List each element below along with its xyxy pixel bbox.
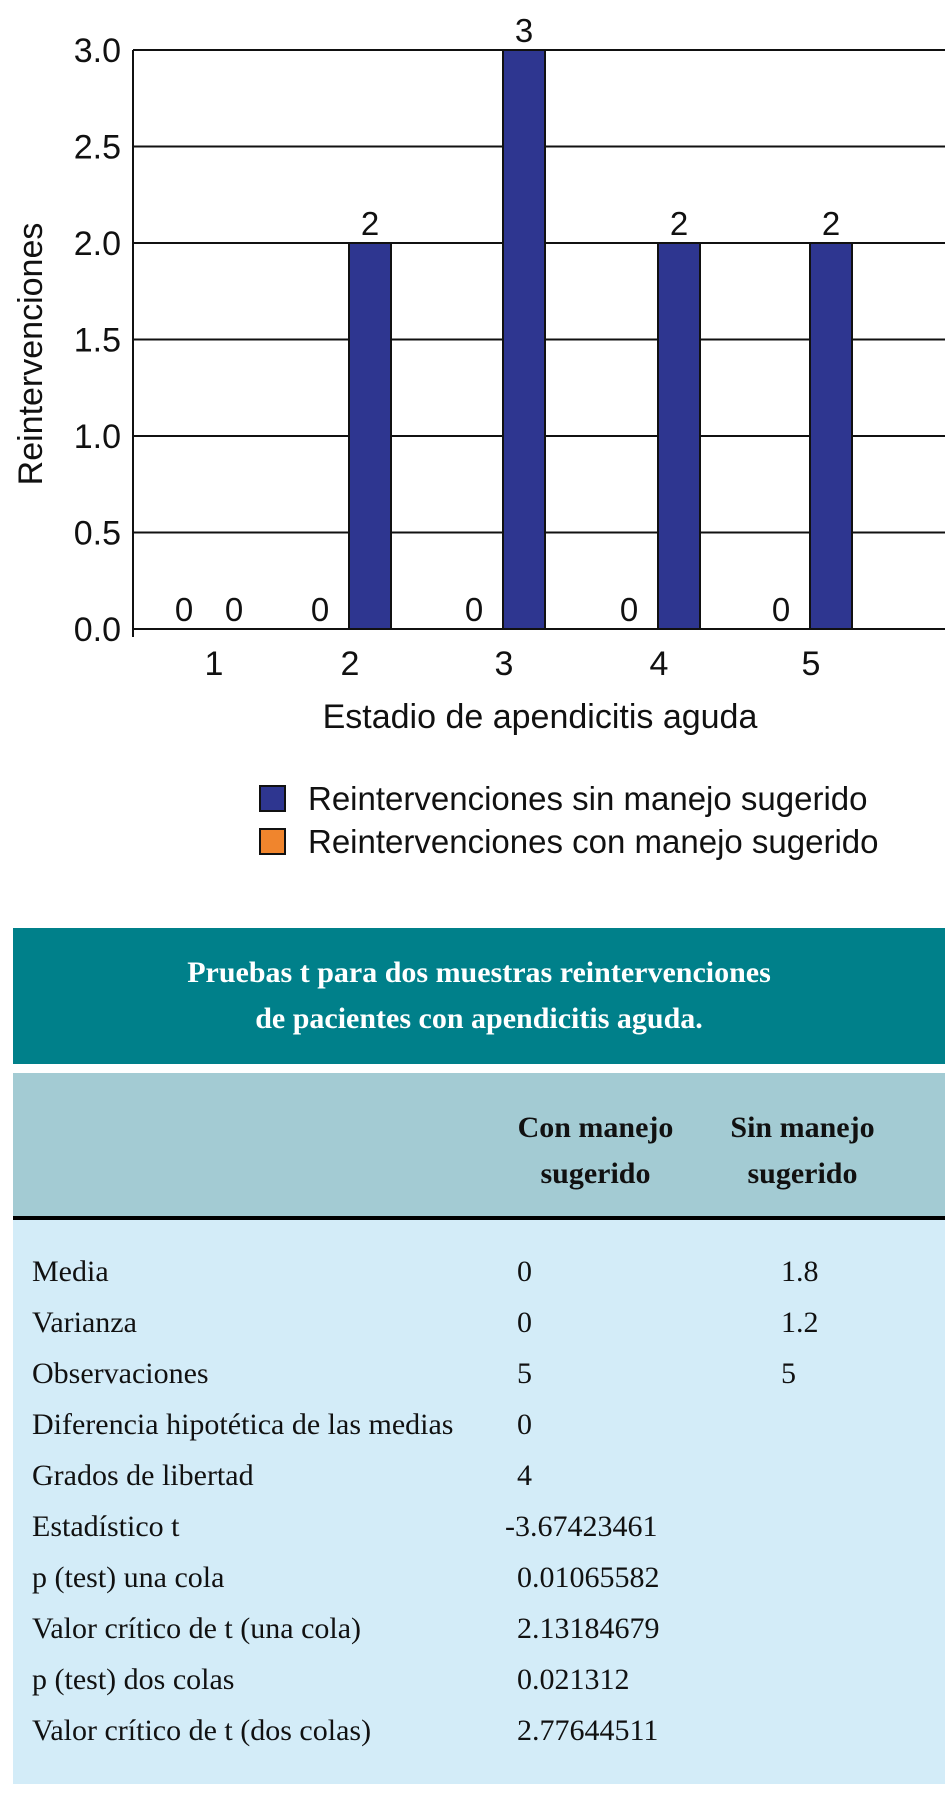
sin-manejo-value: 1.2 — [781, 1306, 819, 1339]
table-row: Estadístico t -3.67423461 — [13, 1501, 945, 1552]
legend-label-con: Reintervenciones con manejo sugerido — [308, 823, 879, 860]
con-manejo-value: 2.13184679 — [517, 1612, 660, 1645]
row-label: p (test) una cola — [32, 1561, 225, 1594]
data-label: 0 — [772, 591, 790, 628]
table-body: Media 0 1.8 Varianza 0 1.2 Observaciones 5 5 Dife… — [13, 1220, 945, 1784]
data-label: 2 — [822, 205, 840, 242]
con-manejo-value: 0 — [517, 1408, 532, 1441]
data-label: 0 — [311, 591, 329, 628]
bar-sin-3 — [502, 49, 546, 630]
legend-swatch-con — [259, 828, 286, 855]
sin-manejo-value: 1.8 — [781, 1255, 819, 1288]
data-label: 2 — [670, 205, 688, 242]
row-label: Media — [32, 1255, 109, 1288]
data-label: 3 — [515, 12, 533, 49]
table-row: Media 0 1.8 — [13, 1246, 945, 1297]
bar-sin-4 — [657, 242, 701, 630]
x-tick-label: 2 — [341, 645, 360, 683]
table-row: Valor crítico de t (una cola) 2.13184679 — [13, 1603, 945, 1654]
table-title: Pruebas t para dos muestras reintervenci… — [13, 928, 945, 1064]
y-axis-label: Reintervenciones — [12, 223, 50, 486]
x-tick-label: 5 — [802, 645, 821, 683]
x-tick-label: 4 — [650, 645, 669, 683]
x-axis-label: Estadio de apendicitis aguda — [323, 698, 758, 736]
data-label: 0 — [465, 591, 483, 628]
header-con-manejo: Con manejo sugerido — [513, 1105, 678, 1197]
header-text: Con manejo — [517, 1111, 674, 1144]
y-tick-label: 1.0 — [74, 418, 121, 456]
header-text: Sin manejo — [730, 1111, 875, 1144]
y-tick-label: 1.5 — [74, 322, 121, 360]
row-label: Observaciones — [32, 1357, 209, 1390]
table-title-line1: Pruebas t para dos muestras reintervenci… — [187, 956, 771, 989]
table-row: Valor crítico de t (dos colas) 2.77644511 — [13, 1705, 945, 1756]
legend: Reintervenciones sin manejo sugerido Rei… — [259, 780, 879, 860]
data-label: 0 — [620, 591, 638, 628]
con-manejo-value: 0 — [517, 1255, 532, 1288]
data-label: 2 — [361, 205, 379, 242]
table-row: Observaciones 5 5 — [13, 1348, 945, 1399]
table-row: p (test) dos colas 0.021312 — [13, 1654, 945, 1705]
y-tick-label: 0.5 — [74, 515, 121, 553]
table-row: Diferencia hipotética de las medias 0 — [13, 1399, 945, 1450]
con-manejo-value: 0 — [517, 1306, 532, 1339]
y-tick-label: 2.0 — [74, 225, 121, 263]
table-row: Varianza 0 1.2 — [13, 1297, 945, 1348]
header-text: sugerido — [540, 1157, 651, 1190]
bar-sin-2 — [348, 242, 392, 630]
row-label: Varianza — [32, 1306, 137, 1339]
con-manejo-value: 5 — [517, 1357, 532, 1390]
y-tick-label: 2.5 — [74, 129, 121, 167]
tick-labels: 0.0 0.5 1.0 1.5 2.0 2.5 3.0 1 2 3 4 5 — [74, 32, 821, 683]
con-manejo-value: 0.021312 — [517, 1663, 630, 1696]
sin-manejo-value: 5 — [781, 1357, 796, 1390]
y-tick-label: 0.0 — [74, 611, 121, 649]
con-manejo-value: 4 — [517, 1459, 532, 1492]
con-manejo-value: -3.67423461 — [505, 1510, 658, 1543]
legend-label-sin: Reintervenciones sin manejo sugerido — [308, 780, 868, 817]
legend-swatch-sin — [259, 785, 286, 812]
row-label: Diferencia hipotética de las medias — [32, 1408, 454, 1441]
table-header: Con manejo sugerido Sin manejo sugerido — [13, 1073, 945, 1220]
header-sin-manejo: Sin manejo sugerido — [725, 1105, 880, 1197]
con-manejo-value: 0.01065582 — [517, 1561, 660, 1594]
row-label: Grados de libertad — [32, 1459, 254, 1492]
row-label: Valor crítico de t (dos colas) — [32, 1714, 372, 1747]
bar-sin-5 — [809, 242, 853, 630]
con-manejo-value: 2.77644511 — [517, 1714, 659, 1747]
x-tick-label: 1 — [205, 645, 224, 683]
bars — [348, 49, 853, 630]
table-row: p (test) una cola 0.01065582 — [13, 1552, 945, 1603]
table-row: Grados de libertad 4 — [13, 1450, 945, 1501]
y-tick-label: 3.0 — [74, 32, 121, 70]
row-label: Estadístico t — [32, 1510, 180, 1543]
data-label: 0 — [225, 591, 243, 628]
header-text: sugerido — [747, 1157, 858, 1190]
data-label: 0 — [175, 591, 193, 628]
row-label: p (test) dos colas — [32, 1663, 235, 1696]
x-tick-label: 3 — [495, 645, 514, 683]
row-label: Valor crítico de t (una cola) — [32, 1612, 362, 1645]
table-title-line2: de pacientes con apendicitis aguda. — [255, 1002, 703, 1035]
